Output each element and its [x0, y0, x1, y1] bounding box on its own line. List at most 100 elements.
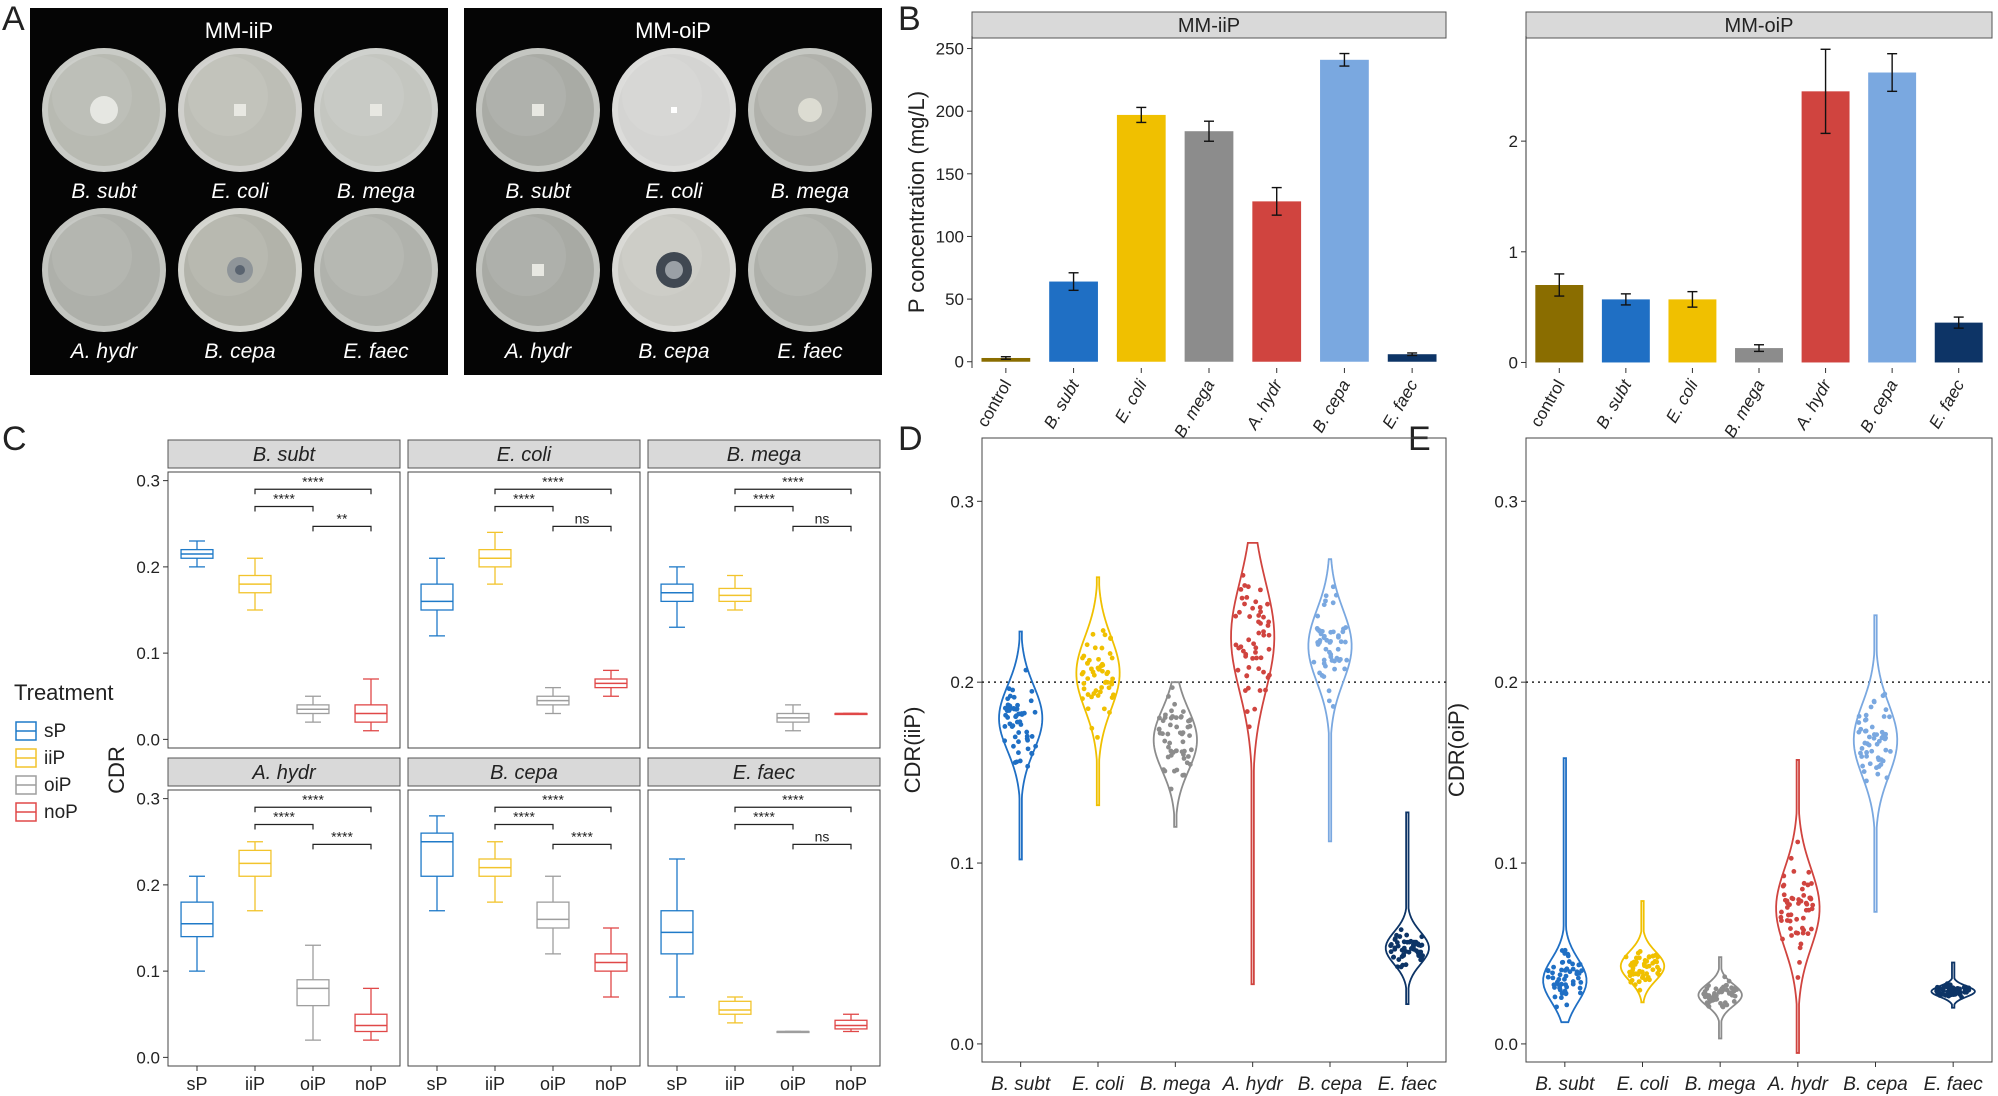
data-point — [1729, 992, 1735, 998]
panel-c-boxplots: CDR Treatment sP iiP oiP noP B. subt 0.0 0.1 0.2 0… — [14, 439, 881, 1094]
data-point — [1102, 632, 1108, 638]
y-tick-label: 150 — [936, 165, 964, 184]
data-point — [1637, 949, 1643, 954]
data-point — [1323, 646, 1329, 652]
x-tick-label: control — [1527, 377, 1569, 431]
data-point — [1329, 658, 1335, 663]
data-point — [1406, 949, 1412, 955]
data-point — [1322, 633, 1327, 639]
dish-species-label: E. coli — [211, 180, 270, 203]
data-point — [1002, 705, 1008, 711]
data-point — [1246, 724, 1252, 730]
x-tick-label: B. cepa — [1309, 377, 1354, 436]
data-point — [1261, 669, 1266, 675]
data-point — [1803, 907, 1809, 913]
data-point — [1238, 644, 1244, 650]
data-point — [1246, 637, 1252, 643]
data-point — [1085, 676, 1091, 682]
data-point — [1809, 926, 1814, 932]
y-tick-label: 200 — [936, 102, 964, 121]
data-point — [1640, 973, 1646, 979]
data-point — [1706, 983, 1711, 988]
data-point — [1010, 687, 1016, 693]
data-point — [1734, 987, 1740, 993]
petri-dish-glare — [622, 216, 702, 296]
colony — [370, 104, 382, 116]
data-point — [1642, 977, 1648, 983]
data-point — [1240, 648, 1246, 654]
x-tick-label: A. hydr — [1242, 375, 1287, 433]
data-point — [1253, 649, 1258, 655]
data-point — [1790, 896, 1796, 902]
data-point — [1415, 941, 1421, 947]
data-point — [1025, 763, 1031, 769]
y-tick-label: 0.0 — [1494, 1035, 1518, 1054]
data-point — [1420, 953, 1426, 959]
data-point — [1860, 763, 1866, 769]
data-point — [1788, 912, 1794, 918]
petri-dish-agar — [48, 214, 160, 326]
colony — [532, 104, 544, 116]
data-point — [1576, 970, 1582, 976]
significance-label: **** — [302, 791, 324, 807]
x-tick-label: E. faec — [1925, 376, 1968, 432]
data-point — [1628, 979, 1634, 985]
data-point — [1388, 943, 1394, 949]
y-tick-label: 0.1 — [136, 962, 160, 981]
data-point — [1401, 953, 1407, 958]
violin-2 — [1697, 956, 1743, 1040]
bar-ahydr — [1252, 201, 1302, 362]
data-point — [1863, 712, 1869, 718]
data-point — [1388, 949, 1394, 955]
x-tick-label: A. hydr — [1767, 1074, 1829, 1095]
data-point — [1265, 601, 1270, 607]
x-tick-label: A. hydr — [1791, 375, 1836, 433]
data-point — [1250, 605, 1256, 611]
data-point — [1315, 613, 1321, 619]
significance-label: **** — [782, 473, 804, 489]
data-point — [1085, 660, 1090, 666]
data-point — [1029, 734, 1035, 739]
significance-label: **** — [542, 791, 564, 807]
x-tick-label: sP — [666, 1074, 687, 1094]
data-point — [1627, 973, 1633, 979]
data-point — [1856, 720, 1862, 725]
x-tick-label: oiP — [780, 1074, 806, 1094]
data-point — [1545, 968, 1551, 974]
data-point — [1025, 746, 1031, 752]
facet-strip-title: B. cepa — [490, 762, 558, 784]
significance-label: **** — [273, 809, 295, 825]
x-tick-label: noP — [595, 1074, 627, 1094]
data-point — [1335, 646, 1341, 652]
data-point — [1328, 638, 1333, 644]
significance-label: **** — [753, 491, 775, 507]
data-point — [1556, 976, 1562, 982]
x-tick-label: B. cepa — [1856, 377, 1901, 436]
data-point — [1253, 599, 1259, 605]
data-point — [1107, 651, 1113, 656]
data-point — [1174, 724, 1180, 730]
x-tick-label: B. cepa — [1843, 1074, 1907, 1095]
dish-species-label: A. hydr — [503, 340, 573, 363]
significance-label: ** — [337, 510, 348, 526]
data-point — [1254, 655, 1259, 661]
legend-label-noP: noP — [44, 802, 78, 823]
data-point — [1887, 714, 1892, 720]
data-point — [1784, 900, 1790, 906]
data-point — [1550, 970, 1555, 976]
data-point — [1550, 975, 1556, 981]
panel-letter-d: D — [898, 420, 923, 458]
data-point — [1107, 710, 1112, 715]
significance-bracket — [552, 525, 612, 532]
photo-group-title: MM-oiP — [635, 18, 711, 43]
data-point — [1623, 954, 1629, 960]
significance-label: ns — [815, 828, 830, 844]
data-point — [1170, 714, 1176, 719]
data-point — [1565, 953, 1571, 959]
data-point — [1801, 893, 1807, 898]
data-point — [1413, 948, 1419, 954]
data-point — [1633, 971, 1639, 977]
data-point — [1636, 955, 1642, 961]
data-point — [1719, 988, 1725, 994]
data-point — [1551, 964, 1556, 970]
